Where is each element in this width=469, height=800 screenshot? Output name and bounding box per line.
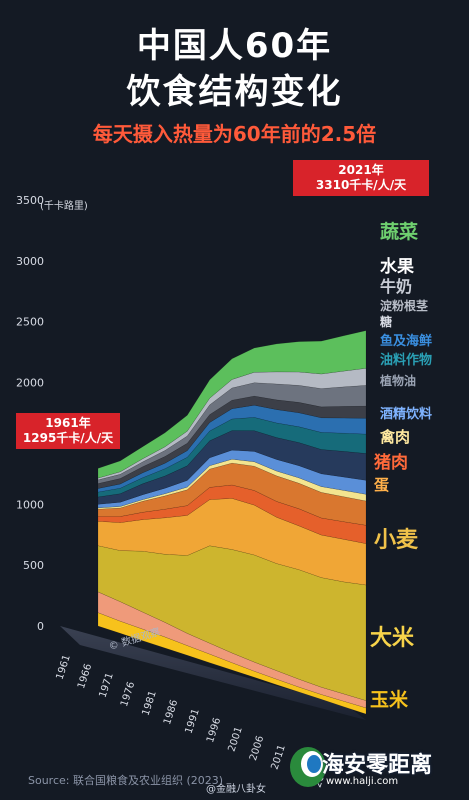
series-label-14: 蔬菜 [380,220,418,243]
callout-1961-year: 1961年 [45,416,91,430]
x-tick-label-5: 1986 [162,699,180,727]
title-line2: 饮食结构变化 [126,72,343,112]
chart-floor [60,626,366,720]
y-axis-label: (千卡路里) [40,199,88,212]
series-area-7 [97,449,367,509]
x-tick-label-2: 1971 [98,672,116,700]
callout-1961: 1961年 1295千卡/人/天 [16,413,120,449]
y-tick-label-2: 1000 [16,498,44,511]
y-tick-label-7: 3500 [16,194,44,207]
series-label-13: 水果 [380,256,414,277]
y-tick-label-6: 3000 [16,255,44,268]
credit-handle: @金融八卦女 [206,784,266,795]
x-tick-label-0: 1961 [55,654,73,682]
series-label-10: 糖 [380,314,392,329]
series-label-2: 小麦 [374,527,419,553]
title-line1: 中国人60年 [136,26,333,66]
source-note: Source: 联合国粮食及农业组织 (2023) [28,774,224,787]
series-label-7: 植物油 [379,373,416,388]
series-area-11 [97,395,367,489]
y-tick-label-1: 500 [23,559,44,572]
x-tick-label-7: 1996 [205,717,223,745]
y-tick-label-5: 2500 [16,316,44,329]
subtitle: 每天摄入热量为60年前的2.5倍 [92,122,377,146]
series-label-8: 油料作物 [380,352,432,368]
callout-2021: 2021年 3310千卡/人/天 [293,160,429,196]
callout-2021-year: 2021年 [338,163,384,177]
y-tick-label-4: 2000 [16,377,44,390]
x-tick-label-1: 1966 [76,663,94,691]
series-label-12: 牛奶 [380,277,412,296]
series-label-6: 酒精饮料 [380,406,432,422]
callout-2021-value: 3310千卡/人/天 [315,178,407,192]
callout-1961-value: 1295千卡/人/天 [22,431,114,445]
series-label-1: 大米 [370,626,415,651]
logo-url: www.halji.com [326,776,399,787]
site-logo [290,747,326,787]
series-label-11: 淀粉根茎 [380,298,428,313]
logo-text: 海安零距离 [322,753,433,778]
series-label-0: 玉米 [370,688,409,711]
x-tick-label-9: 2006 [248,735,266,763]
series-area-1 [97,591,367,709]
x-tick-label-4: 1981 [141,690,159,718]
series-label-4: 猪肉 [374,452,408,473]
series-area-3 [97,498,367,586]
series-label-9: 鱼及海鲜 [380,333,432,349]
y-tick-label-0: 0 [37,620,44,633]
x-tick-label-6: 1991 [184,708,202,736]
series-area-14 [97,330,367,479]
series-label-3: 蛋 [374,476,389,494]
series-layer [97,330,367,715]
x-tick-label-8: 2001 [227,726,245,754]
x-tick-label-3: 1976 [119,681,137,709]
series-label-5: 禽肉 [379,428,410,446]
